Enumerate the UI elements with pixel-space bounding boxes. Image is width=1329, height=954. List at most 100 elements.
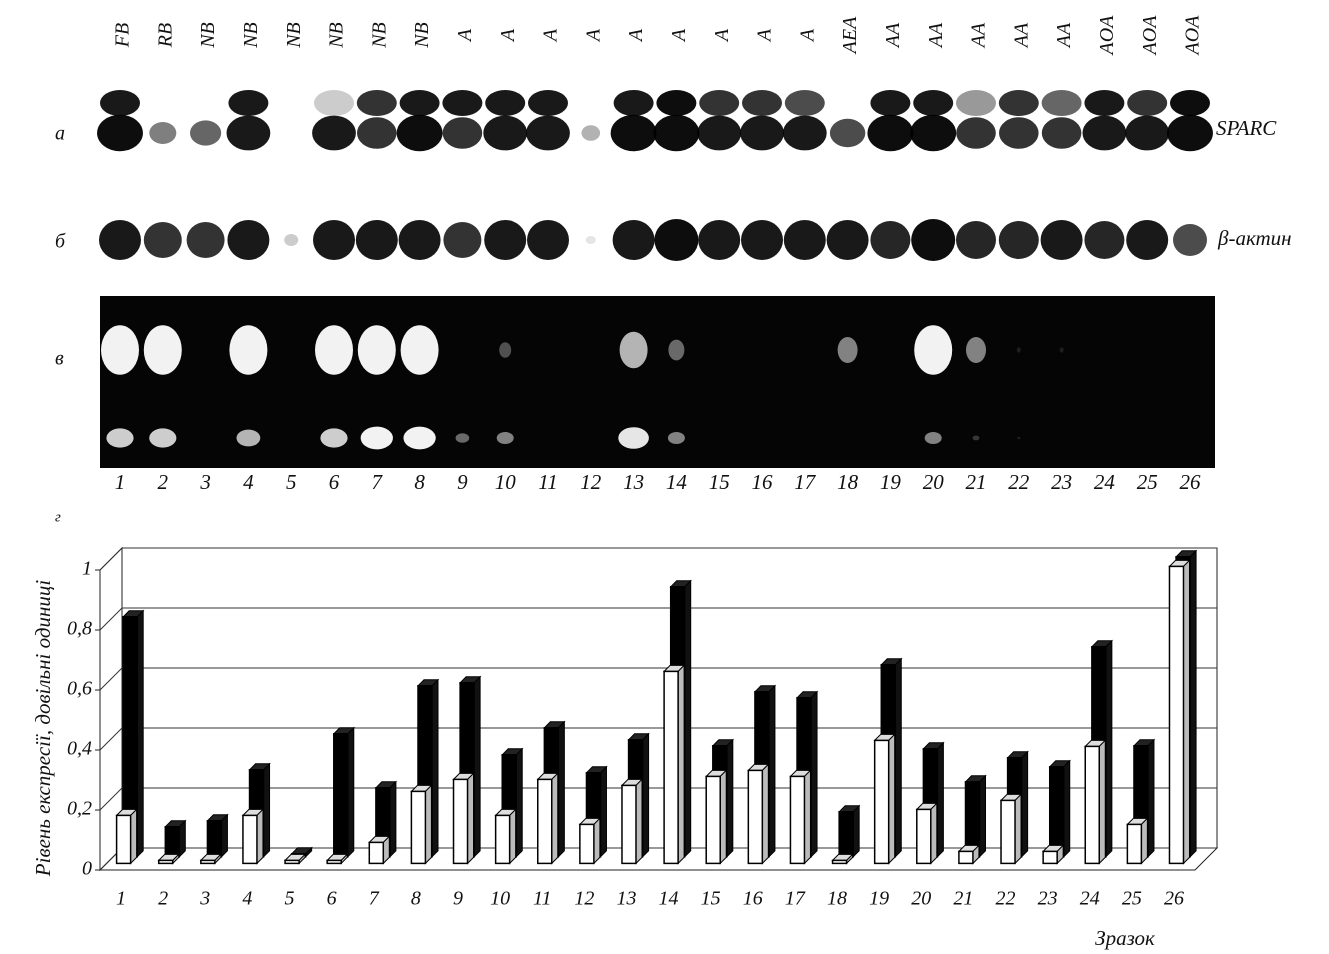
actin-band: [527, 220, 569, 260]
lane-number: 15: [709, 470, 730, 494]
gel-background: [100, 296, 1215, 468]
bar-side: [726, 738, 734, 859]
bar-side: [431, 678, 439, 859]
rna-band: [496, 432, 514, 444]
bar-side: [642, 732, 650, 859]
lane-number: 7: [372, 470, 384, 494]
x-tick-label: 24: [1080, 888, 1100, 910]
actin-band: [998, 221, 1039, 259]
lane-label: A: [668, 28, 690, 43]
lane-label: A: [497, 28, 519, 43]
y-tick-label: 0,4: [67, 738, 92, 760]
lane-number: 1: [115, 470, 126, 494]
sparc-band: [784, 90, 825, 116]
actin-band: [698, 220, 741, 260]
rna-band: [455, 433, 470, 443]
lane-number: 17: [794, 470, 817, 494]
x-tick-label: 20: [911, 888, 931, 910]
actin-band: [186, 222, 225, 258]
bar-side: [557, 720, 565, 859]
rna-band: [837, 337, 858, 363]
bar: [494, 814, 511, 865]
bar-side: [768, 684, 776, 859]
bar: [537, 778, 553, 865]
sparc-band: [1041, 90, 1082, 116]
actin-band: [227, 220, 270, 260]
sparc-band: [228, 90, 269, 116]
lane-number: 16: [752, 470, 774, 494]
bar-side: [979, 774, 987, 859]
sparc-band: [913, 90, 954, 116]
sparc-band: [999, 117, 1039, 149]
rna-band: [966, 337, 986, 363]
rna-band: [667, 432, 685, 444]
actin-band: [956, 221, 996, 259]
bar: [164, 826, 181, 858]
bar: [1048, 766, 1065, 858]
sparc-band: [581, 125, 601, 141]
lane-label: AA: [1053, 22, 1075, 49]
rna-band: [1059, 347, 1064, 353]
x-tick-label: 13: [616, 888, 636, 910]
rna-band: [403, 426, 436, 450]
bar-side: [719, 769, 727, 865]
x-tick-label: 7: [369, 888, 380, 910]
bar: [200, 859, 216, 865]
actin-band: [355, 220, 398, 260]
rna-band: [499, 342, 512, 358]
sparc-band: [1082, 115, 1127, 151]
bar-side: [1021, 750, 1029, 859]
lane-label: AOA: [1139, 15, 1161, 57]
bar-side: [684, 579, 692, 859]
rna-band: [972, 435, 980, 441]
sparc-band: [399, 90, 440, 116]
sparc-band: [100, 90, 140, 116]
x-tick-label: 10: [490, 888, 510, 910]
y-axis-title: Рівень експресії, довільні одиниці: [31, 580, 55, 878]
lane-label: A: [540, 28, 562, 43]
actin-band: [654, 219, 699, 261]
sparc-band: [528, 90, 568, 116]
grid-line: [99, 547, 1217, 571]
lane-label: AA: [968, 22, 990, 49]
lane-number: 2: [158, 470, 169, 494]
bar-side: [888, 733, 896, 865]
bar: [333, 733, 349, 858]
sparc-band: [526, 115, 570, 151]
bar-side: [635, 778, 643, 865]
rna-band: [619, 331, 648, 369]
sparc-band: [610, 114, 657, 152]
bar-side: [424, 784, 432, 865]
bar: [621, 784, 637, 865]
rna-band: [143, 325, 182, 375]
bar: [206, 820, 223, 858]
actin-band: [1040, 220, 1083, 260]
x-tick-label: 22: [995, 888, 1015, 910]
x-tick-label: 12: [574, 888, 594, 910]
sparc-band: [870, 90, 911, 116]
bar-side: [1063, 759, 1071, 859]
sparc-band: [867, 114, 914, 152]
lane-number: 11: [538, 470, 557, 494]
marker-label: SPARC: [1216, 116, 1277, 140]
lane-number: 23: [1051, 470, 1072, 494]
lane-label: NB: [411, 22, 433, 49]
sparc-band: [442, 90, 483, 116]
lane-number: 22: [1008, 470, 1030, 494]
x-tick-label: 21: [953, 888, 973, 910]
rna-band: [236, 429, 261, 447]
lane-number: 10: [495, 470, 517, 494]
lane-label: NB: [197, 22, 219, 49]
lane-label: AA: [1010, 22, 1032, 49]
panel-label: а: [55, 123, 65, 145]
bar: [284, 859, 300, 865]
x-tick-label: 1: [116, 888, 126, 910]
rna-band: [320, 428, 348, 448]
sparc-band: [483, 115, 528, 151]
grid-line: [99, 667, 1217, 691]
bar-side: [593, 817, 601, 865]
x-tick-label: 26: [1164, 888, 1184, 910]
x-tick-label: 9: [453, 888, 463, 910]
y-tick-label: 0: [82, 858, 92, 880]
bar: [705, 775, 721, 865]
